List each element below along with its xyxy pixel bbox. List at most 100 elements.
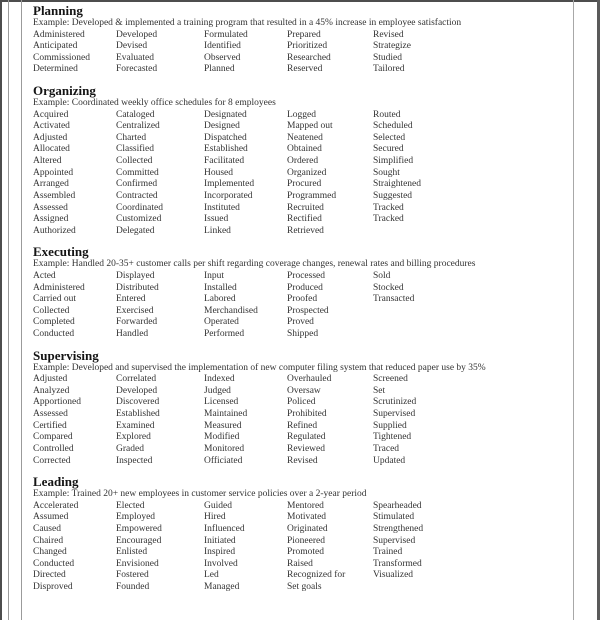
- verb-cell: Screened: [373, 374, 408, 385]
- verb-cell: Neatened: [287, 132, 323, 143]
- window-top-edge: [0, 0, 600, 2]
- verb-cell: Guided: [204, 500, 232, 511]
- verb-cell: Tracked: [373, 202, 404, 213]
- verb-cell: Shipped: [287, 329, 319, 339]
- verb-cell: Displayed: [116, 270, 155, 281]
- verb-cell: Correlated: [116, 374, 157, 385]
- verb-cell: Trained: [373, 547, 403, 558]
- verb-cell: [373, 582, 567, 594]
- section-example: Example: Coordinated weekly office sched…: [33, 98, 276, 108]
- verb-cell: Monitored: [204, 443, 245, 454]
- verb-cell: Corrected: [33, 455, 71, 466]
- verb-cell: Housed: [204, 167, 234, 178]
- verb-cell: Stimulated: [373, 512, 415, 523]
- verb-cell: Involved: [204, 558, 238, 569]
- verb-cell: [373, 306, 567, 318]
- verb-cell: Originated: [287, 523, 328, 534]
- verb-cell: Retrieved: [287, 225, 324, 236]
- document-sheet: Planning Example: Developed & implemente…: [22, 2, 573, 620]
- verb-cell: Distributed: [116, 282, 159, 293]
- verb-cell: Overhauled: [287, 374, 332, 385]
- verb-section: Planning Example: Developed & implemente…: [33, 4, 567, 76]
- verb-cell: Tailored: [373, 64, 405, 75]
- verb-cell: Strengthened: [373, 523, 424, 534]
- verb-cell: Caused: [33, 523, 61, 534]
- verb-cell: Forwarded: [116, 317, 158, 328]
- verb-cell: Managed: [204, 582, 240, 592]
- verb-cell: Apportioned: [33, 397, 82, 408]
- verb-cell: Issued: [204, 214, 229, 225]
- verb-cell: Envisioned: [116, 558, 159, 569]
- verb-cell: Recognized for: [287, 570, 346, 581]
- verb-cell: Inspired: [204, 547, 236, 558]
- verb-cell: Revised: [287, 455, 318, 466]
- verb-cell: Designated: [204, 109, 247, 120]
- verb-cell: Traced: [373, 443, 400, 454]
- verb-cell: Enlisted: [116, 547, 148, 558]
- verb-cell: Collected: [116, 156, 153, 166]
- verb-cell: Founded: [116, 582, 150, 592]
- verb-cell: Administered: [33, 282, 85, 293]
- verb-cell: Scheduled: [373, 121, 413, 132]
- verb-cell: Authorized: [33, 225, 76, 236]
- verb-cell: Evaluated: [116, 52, 154, 63]
- verb-cell: Commissioned: [33, 52, 91, 63]
- section-example: Example: Developed and supervised the im…: [33, 362, 486, 373]
- verb-cell: Acquired: [33, 109, 69, 120]
- verb-cell: Devised: [116, 41, 148, 52]
- window-left-edge: [0, 0, 2, 620]
- verb-grid: Adjusted Correlated Indexed Overhauled Scree…: [33, 374, 567, 467]
- verb-cell: Observed: [204, 52, 241, 63]
- verb-cell: Coordinated: [116, 202, 163, 213]
- verb-cell: Mentored: [287, 500, 324, 511]
- verb-cell: Anticipated: [33, 41, 78, 52]
- verb-cell: Sold: [373, 270, 391, 281]
- verb-cell: Graded: [116, 443, 144, 454]
- verb-cell: Accelerated: [33, 500, 79, 511]
- verb-cell: Changed: [33, 547, 67, 558]
- verb-cell: Programmed: [287, 190, 337, 201]
- verb-cell: Maintained: [204, 409, 248, 419]
- verb-cell: Prohibited: [287, 409, 327, 419]
- verb-cell: Performed: [204, 329, 245, 339]
- verb-cell: Simplified: [373, 156, 414, 166]
- verb-cell: Supervised: [373, 409, 416, 419]
- verb-cell: Regulated: [287, 432, 326, 443]
- verb-cell: Cataloged: [116, 109, 155, 120]
- verb-cell: Procured: [287, 179, 322, 190]
- verb-cell: Disproved: [33, 582, 73, 592]
- section-title: Supervising: [33, 347, 99, 363]
- verb-cell: Researched: [287, 52, 331, 63]
- page-right-border: [573, 0, 574, 620]
- verb-cell: Entered: [116, 294, 146, 305]
- verb-cell: Selected: [373, 132, 406, 143]
- verb-cell: Collected: [33, 305, 70, 316]
- verb-cell: Inspected: [116, 455, 153, 466]
- verb-cell: Logged: [287, 109, 317, 120]
- verb-cell: Updated: [373, 455, 406, 466]
- verb-cell: [373, 329, 567, 341]
- verb-cell: Fostered: [116, 570, 149, 581]
- verb-cell: Developed: [116, 29, 158, 40]
- verb-cell: Customized: [116, 214, 162, 225]
- verb-grid: Administered Developed Formulated Prepared R…: [33, 30, 567, 77]
- verb-cell: Designed: [204, 121, 240, 132]
- verb-cell: Completed: [33, 317, 75, 328]
- verb-cell: Developed: [116, 385, 158, 396]
- verb-cell: Reserved: [287, 64, 323, 75]
- verb-cell: Compared: [33, 432, 73, 443]
- verb-cell: Operated: [204, 317, 239, 328]
- verb-cell: Analyzed: [33, 385, 70, 396]
- left-rail-line: [8, 0, 9, 620]
- verb-cell: Delegated: [116, 225, 155, 236]
- verb-cell: Indexed: [204, 374, 235, 385]
- verb-cell: Revised: [373, 29, 404, 40]
- section-title: Executing: [33, 244, 89, 260]
- verb-cell: Labored: [204, 294, 236, 305]
- verb-cell: Assessed: [33, 202, 68, 213]
- verb-section: Leading Example: Trained 20+ new employe…: [33, 475, 567, 594]
- verb-cell: Explored: [116, 432, 151, 443]
- section-example: Example: Trained 20+ new employees in cu…: [33, 489, 367, 500]
- verb-cell: Prepared: [287, 29, 321, 40]
